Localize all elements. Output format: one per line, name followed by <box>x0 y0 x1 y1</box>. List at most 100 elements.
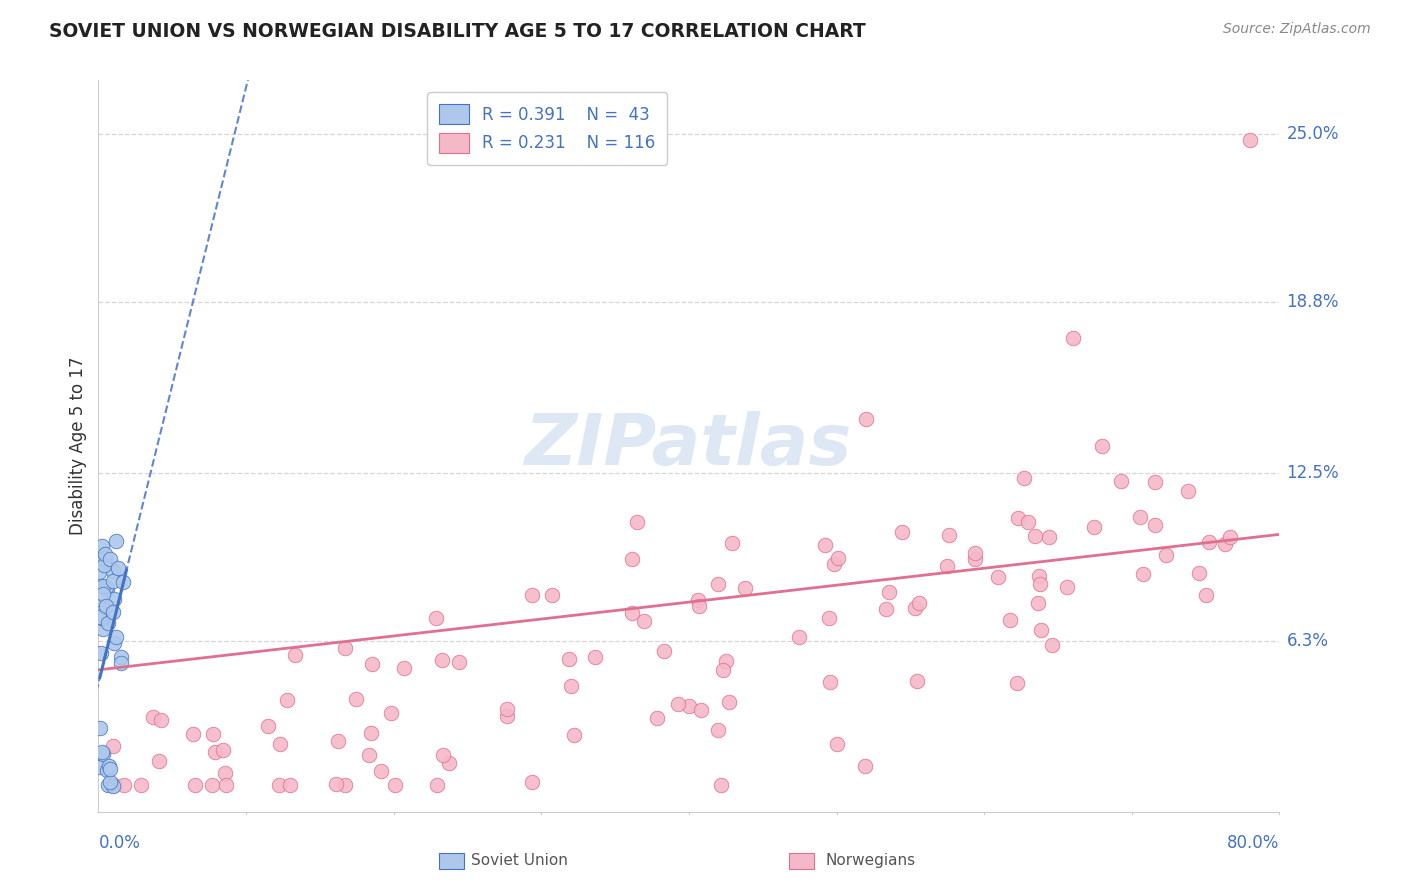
Point <box>89 610 111 624</box>
Point <box>1143 475 1166 489</box>
Point <box>101 564 124 578</box>
Point <box>142 710 165 724</box>
Point <box>686 593 709 607</box>
Point <box>721 536 744 550</box>
Point <box>94 580 117 594</box>
Point <box>104 630 127 644</box>
Point <box>91 747 114 762</box>
Point <box>150 714 173 728</box>
Point <box>269 737 291 751</box>
Point <box>357 747 380 762</box>
Point <box>89 609 111 624</box>
Point <box>1007 511 1029 525</box>
Point <box>707 577 730 591</box>
Point <box>1091 439 1114 453</box>
Point <box>814 538 837 552</box>
Point <box>827 550 849 565</box>
Point <box>437 756 460 770</box>
Point <box>734 582 756 596</box>
Point <box>447 656 470 670</box>
Point <box>879 585 901 599</box>
Point <box>93 558 115 572</box>
Point <box>935 559 957 574</box>
Point <box>1005 675 1028 690</box>
Point <box>335 778 357 792</box>
Point <box>1129 509 1152 524</box>
Point <box>98 775 121 789</box>
Point <box>817 611 839 625</box>
Point <box>1219 530 1241 544</box>
Point <box>112 778 135 792</box>
Point <box>276 693 298 707</box>
Point <box>707 723 730 738</box>
Point <box>987 570 1010 584</box>
Point <box>520 774 543 789</box>
Point <box>825 737 848 751</box>
Point <box>678 699 700 714</box>
Point <box>633 614 655 628</box>
Point <box>200 778 222 792</box>
Point <box>214 766 236 780</box>
Point <box>1132 566 1154 581</box>
Point <box>211 743 233 757</box>
Point <box>558 652 581 666</box>
Point <box>110 656 132 670</box>
Point <box>267 778 290 792</box>
Point <box>101 779 124 793</box>
Point <box>1109 474 1132 488</box>
Text: 25.0%: 25.0% <box>1286 126 1339 144</box>
Point <box>344 692 367 706</box>
Point <box>853 759 876 773</box>
Point <box>278 778 301 792</box>
Point <box>325 776 347 790</box>
Point <box>89 553 111 567</box>
Point <box>204 746 226 760</box>
Point <box>202 727 225 741</box>
Legend: R = 0.391    N =  43, R = 0.231    N = 116: R = 0.391 N = 43, R = 0.231 N = 116 <box>427 92 668 165</box>
Point <box>1156 548 1178 562</box>
Point <box>1239 133 1261 147</box>
Point <box>103 574 125 589</box>
Point <box>91 587 114 601</box>
Point <box>1014 471 1036 485</box>
Point <box>103 591 125 606</box>
Point <box>903 601 925 615</box>
Point <box>370 764 392 778</box>
Point <box>938 527 960 541</box>
Text: 12.5%: 12.5% <box>1286 464 1339 482</box>
Point <box>89 578 111 592</box>
Point <box>97 615 120 630</box>
Point <box>1062 331 1084 345</box>
Point <box>131 778 153 792</box>
Point <box>91 579 114 593</box>
Point <box>103 778 125 792</box>
Point <box>1028 569 1050 583</box>
Point <box>520 588 543 602</box>
Point <box>94 547 117 561</box>
Point <box>360 657 382 672</box>
Point <box>215 778 238 792</box>
Point <box>360 726 382 740</box>
Point <box>257 719 280 733</box>
Text: SOVIET UNION VS NORWEGIAN DISABILITY AGE 5 TO 17 CORRELATION CHART: SOVIET UNION VS NORWEGIAN DISABILITY AGE… <box>49 22 866 41</box>
Point <box>965 546 987 560</box>
Point <box>875 601 897 615</box>
Point <box>392 660 415 674</box>
Point <box>495 708 517 723</box>
Point <box>689 702 711 716</box>
Point <box>184 778 207 792</box>
Point <box>688 599 710 614</box>
Point <box>621 552 644 566</box>
Point <box>426 778 449 792</box>
Point <box>668 698 690 712</box>
Point <box>91 611 114 625</box>
Point <box>1198 535 1220 549</box>
Point <box>583 650 606 665</box>
Point <box>326 733 349 747</box>
Point <box>101 605 124 619</box>
Point <box>1029 623 1052 637</box>
Point <box>333 640 356 655</box>
Text: 0.0%: 0.0% <box>98 834 141 852</box>
Point <box>908 596 931 610</box>
Point <box>94 599 117 613</box>
